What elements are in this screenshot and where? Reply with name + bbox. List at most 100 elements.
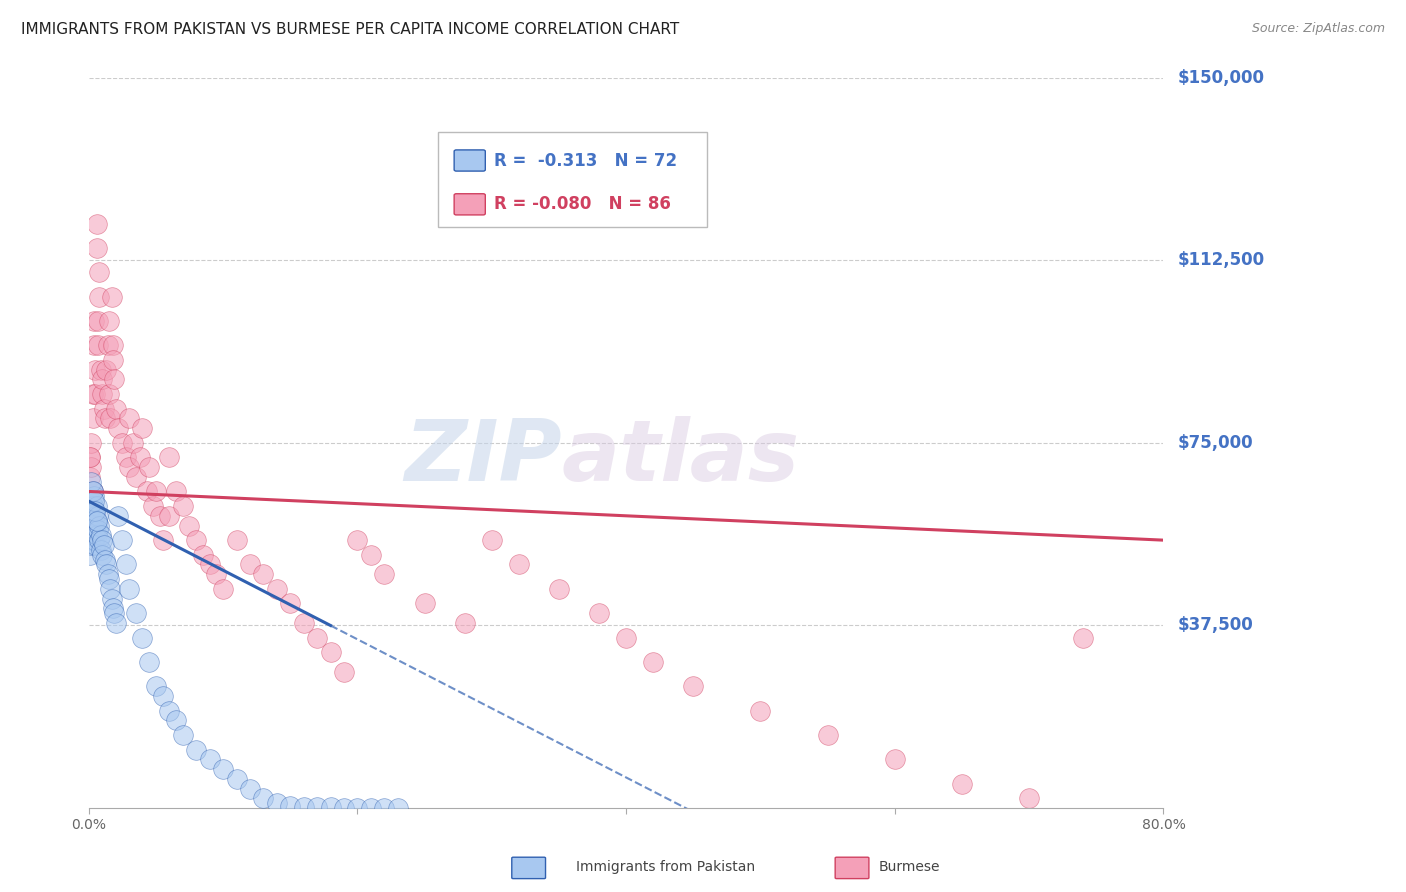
- Point: [79, 450, 101, 465]
- Point: [142, 499, 165, 513]
- Text: Source: ZipAtlas.com: Source: ZipAtlas.com: [1251, 22, 1385, 36]
- Point: [333, 665, 356, 679]
- Point: [319, 800, 342, 814]
- Point: [82, 528, 104, 542]
- Text: R = -0.080   N = 86: R = -0.080 N = 86: [494, 195, 671, 213]
- Point: [149, 508, 172, 523]
- Point: [80, 538, 103, 552]
- Point: [198, 752, 221, 766]
- Point: [97, 314, 120, 328]
- Point: [107, 508, 129, 523]
- Point: [80, 494, 103, 508]
- Point: [413, 597, 436, 611]
- Text: Immigrants from Pakistan: Immigrants from Pakistan: [576, 860, 755, 874]
- Point: [239, 781, 262, 796]
- Point: [157, 704, 180, 718]
- Point: [346, 801, 368, 815]
- Point: [82, 484, 104, 499]
- Point: [84, 508, 107, 523]
- Point: [86, 514, 108, 528]
- Point: [883, 752, 905, 766]
- Point: [278, 597, 301, 611]
- Point: [107, 421, 129, 435]
- Point: [191, 548, 214, 562]
- Point: [588, 606, 610, 620]
- Point: [307, 800, 329, 814]
- Point: [111, 533, 134, 548]
- Point: [79, 533, 101, 548]
- Text: $150,000: $150,000: [1177, 69, 1264, 87]
- Point: [817, 728, 839, 742]
- Point: [86, 217, 108, 231]
- Point: [145, 484, 167, 499]
- Point: [91, 533, 114, 548]
- Text: $75,000: $75,000: [1177, 434, 1253, 451]
- Point: [100, 591, 122, 606]
- Point: [138, 460, 160, 475]
- Point: [103, 372, 125, 386]
- Point: [292, 799, 315, 814]
- Point: [135, 484, 157, 499]
- Point: [118, 582, 141, 596]
- Point: [90, 528, 112, 542]
- Point: [165, 714, 187, 728]
- Point: [131, 631, 153, 645]
- Point: [157, 450, 180, 465]
- Point: [101, 338, 124, 352]
- Point: [103, 606, 125, 620]
- Point: [80, 475, 103, 489]
- Point: [172, 499, 194, 513]
- Point: [86, 514, 108, 528]
- Point: [641, 655, 664, 669]
- Point: [145, 679, 167, 693]
- Point: [89, 290, 111, 304]
- Point: [89, 533, 111, 548]
- Text: ZIP: ZIP: [404, 416, 561, 499]
- Point: [97, 572, 120, 586]
- Point: [98, 411, 121, 425]
- Point: [125, 606, 148, 620]
- Point: [186, 742, 208, 756]
- Point: [682, 679, 704, 693]
- Point: [266, 582, 288, 596]
- Point: [101, 601, 124, 615]
- Point: [481, 533, 503, 548]
- Point: [614, 631, 637, 645]
- Point: [83, 504, 105, 518]
- Point: [252, 791, 274, 805]
- Point: [91, 387, 114, 401]
- Point: [93, 401, 115, 416]
- Point: [96, 567, 118, 582]
- Point: [1018, 791, 1040, 805]
- Point: [101, 353, 124, 368]
- Point: [91, 372, 114, 386]
- Point: [319, 645, 342, 659]
- Text: $112,500: $112,500: [1177, 252, 1264, 269]
- Point: [292, 615, 315, 630]
- Point: [83, 314, 105, 328]
- Point: [346, 533, 368, 548]
- Text: IMMIGRANTS FROM PAKISTAN VS BURMESE PER CAPITA INCOME CORRELATION CHART: IMMIGRANTS FROM PAKISTAN VS BURMESE PER …: [21, 22, 679, 37]
- Point: [373, 567, 395, 582]
- Point: [138, 655, 160, 669]
- Point: [360, 548, 382, 562]
- Point: [84, 387, 107, 401]
- Point: [80, 460, 103, 475]
- Point: [212, 762, 235, 776]
- Point: [122, 435, 145, 450]
- Point: [80, 508, 103, 523]
- Point: [87, 508, 110, 523]
- Point: [89, 518, 111, 533]
- Text: $37,500: $37,500: [1177, 616, 1253, 634]
- Point: [152, 533, 174, 548]
- FancyBboxPatch shape: [454, 194, 485, 215]
- Point: [1071, 631, 1094, 645]
- Point: [84, 524, 107, 538]
- Point: [225, 772, 247, 786]
- Point: [96, 362, 118, 376]
- Point: [278, 798, 301, 813]
- Point: [86, 499, 108, 513]
- Point: [152, 689, 174, 703]
- Point: [104, 615, 127, 630]
- Point: [172, 728, 194, 742]
